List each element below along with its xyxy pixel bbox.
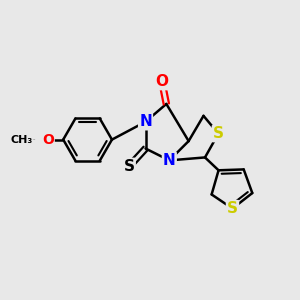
Text: S: S <box>213 126 224 141</box>
Text: CH₃: CH₃ <box>10 135 32 145</box>
Text: S: S <box>227 201 238 216</box>
Text: N: N <box>139 114 152 129</box>
Text: S: S <box>124 159 135 174</box>
Text: methoxy: methoxy <box>30 139 37 140</box>
Text: O: O <box>42 133 54 147</box>
Text: O: O <box>155 74 168 89</box>
Text: N: N <box>163 153 176 168</box>
